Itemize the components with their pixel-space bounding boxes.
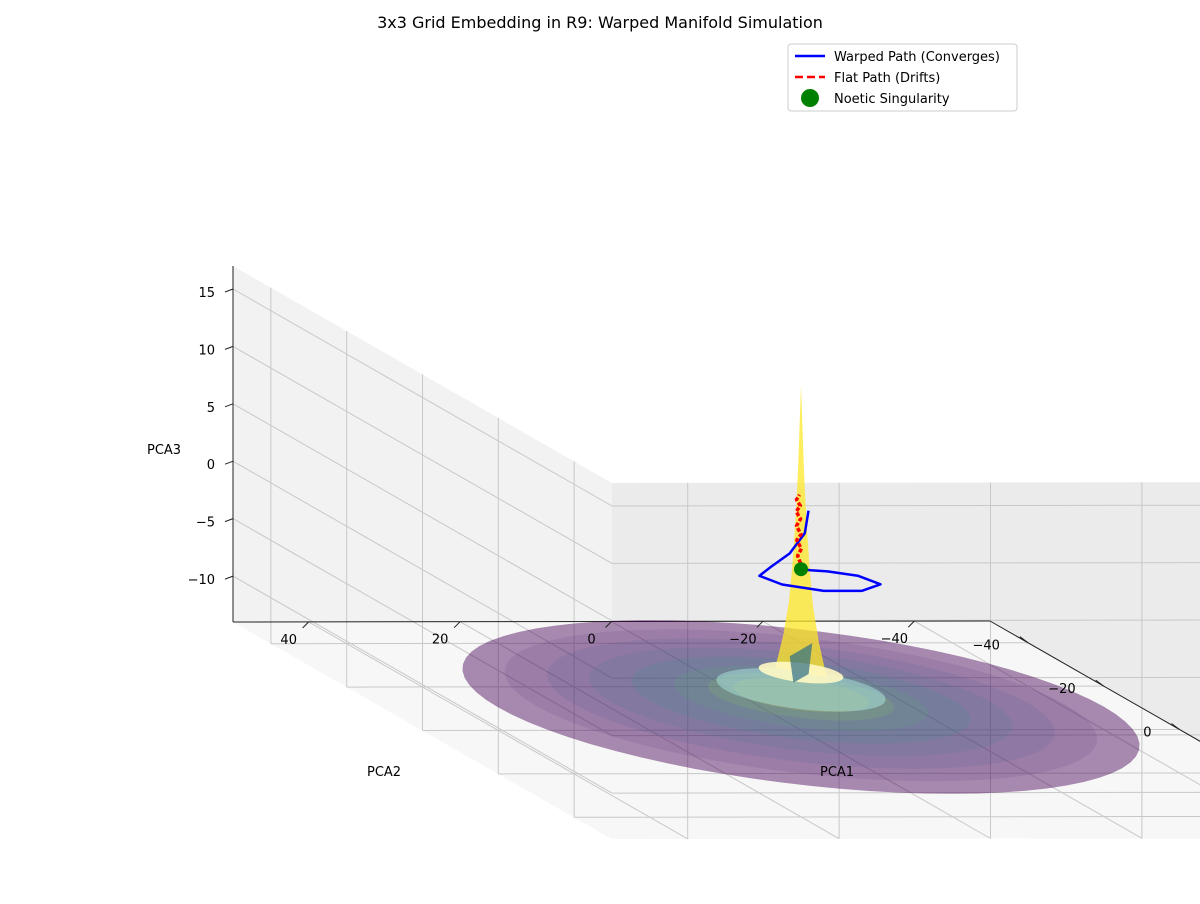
- x-tick-label: 20: [432, 633, 449, 648]
- x-tick-mark: [907, 620, 915, 628]
- y-tick-mark: [1019, 636, 1029, 644]
- legend: Warped Path (Converges) Flat Path (Drift…: [787, 43, 1018, 112]
- z-axis-label: PCA3: [147, 443, 181, 458]
- x-tick-mark: [605, 621, 612, 628]
- surface-spike: [760, 385, 842, 681]
- z-tick-label: 0: [207, 458, 215, 473]
- y-tick-label: −20: [1048, 682, 1075, 697]
- grid-line: [232, 518, 613, 737]
- grid-line: [232, 403, 613, 622]
- x-axis-label: PCA1: [820, 765, 854, 780]
- z-tick-mark: [224, 403, 234, 408]
- grid-line: [232, 575, 613, 794]
- legend-label-flat: Flat Path (Drifts): [834, 71, 940, 86]
- x-tick-mark: [756, 620, 764, 628]
- z-tick-label: 10: [198, 343, 215, 358]
- chart-title: 3x3 Grid Embedding in R9: Warped Manifol…: [377, 13, 823, 32]
- grid-line: [611, 504, 1200, 507]
- z-tick-mark: [224, 288, 234, 293]
- z-tick-label: −10: [188, 573, 215, 588]
- legend-label-singularity: Noetic Singularity: [834, 92, 950, 107]
- grid-line: [270, 642, 1028, 645]
- grid-line: [611, 734, 1200, 737]
- z-tick-mark: [224, 460, 234, 465]
- grid-line: [232, 288, 613, 507]
- grid-line: [611, 791, 1200, 794]
- singularity-marker: [794, 562, 808, 577]
- z-tick-label: 5: [207, 401, 215, 416]
- y-tick-mark: [1171, 723, 1180, 730]
- z-tick-label: −5: [196, 516, 215, 531]
- x-tick-label: 0: [587, 633, 595, 648]
- grid-line: [232, 460, 613, 679]
- y-tick-label: 0: [1143, 726, 1151, 741]
- z-tick-mark: [224, 518, 234, 523]
- grid-line: [611, 562, 1200, 564]
- manifold-surface: [462, 385, 1140, 794]
- grid-line: [232, 345, 613, 564]
- legend-box: [787, 43, 1018, 112]
- surface-core: [716, 668, 886, 712]
- grid-line: [611, 619, 1200, 622]
- y-tick-label: −40: [972, 639, 999, 654]
- axes-panes: [233, 266, 1200, 839]
- z-tick-label: 15: [198, 286, 215, 301]
- legend-label-warped: Warped Path (Converges): [834, 50, 1000, 65]
- x-tick-mark: [302, 621, 310, 629]
- warped-path-line: [758, 510, 882, 593]
- x-tick-label: −40: [881, 632, 908, 647]
- y-tick-mark: [1095, 679, 1104, 687]
- x-tick-mark: [453, 621, 461, 629]
- grid-lines: [232, 287, 1200, 840]
- flat-path-line: [794, 493, 804, 570]
- grid-line: [422, 729, 1180, 731]
- surface-throat: [789, 643, 813, 683]
- paths-layer: [758, 493, 882, 593]
- z-tick-mark: [224, 575, 234, 580]
- x-tick-label: 40: [280, 633, 297, 648]
- z-tick-mark: [224, 345, 234, 350]
- legend-swatch-singularity: [801, 89, 819, 107]
- grid-line: [498, 772, 1200, 775]
- grid-line: [574, 815, 1200, 818]
- y-axis-label: PCA2: [367, 765, 401, 780]
- x-tick-label: −20: [729, 632, 756, 647]
